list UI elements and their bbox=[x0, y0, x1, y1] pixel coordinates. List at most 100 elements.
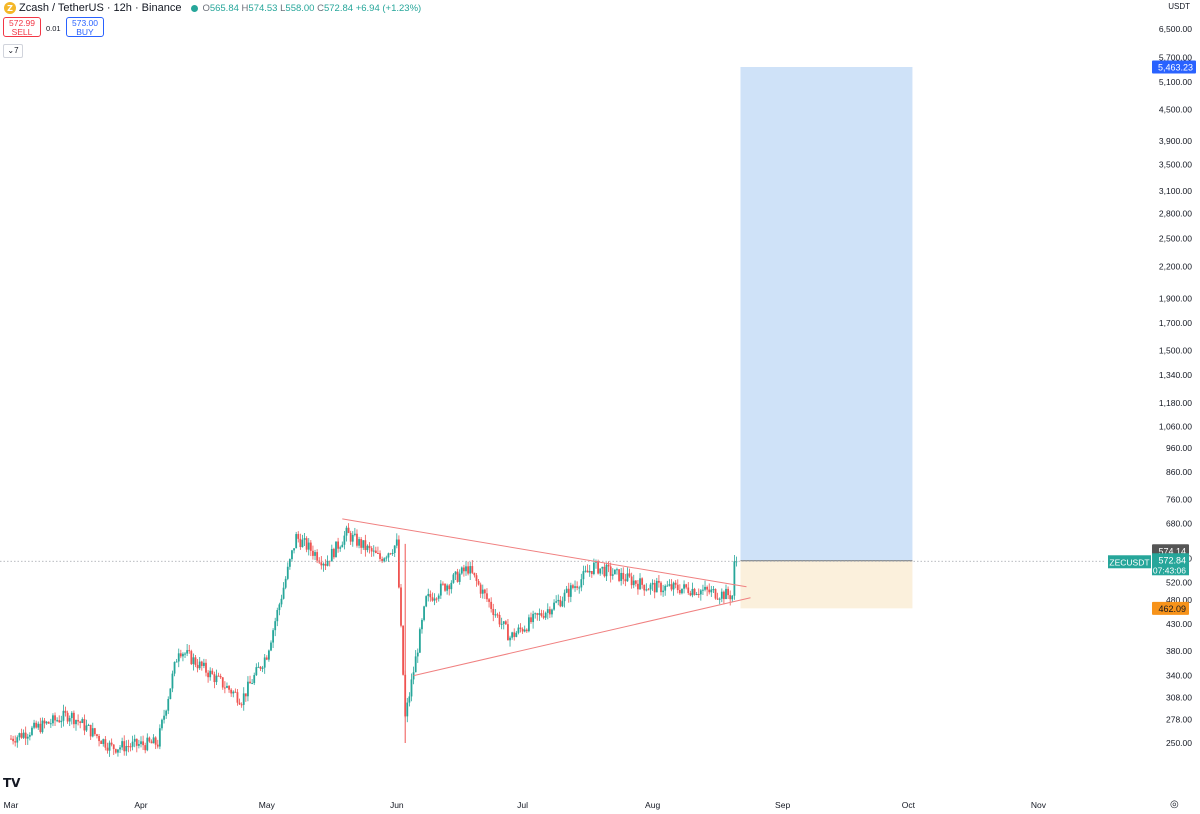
candle-body bbox=[238, 702, 241, 705]
candle-body bbox=[714, 589, 717, 599]
price-tick-label: 3,900.00 bbox=[1159, 136, 1192, 146]
candle-body bbox=[217, 675, 220, 677]
candle-body bbox=[676, 584, 679, 591]
candle-body bbox=[460, 567, 463, 574]
candle-body bbox=[613, 569, 616, 575]
candle-body bbox=[125, 746, 128, 752]
candle-body bbox=[278, 604, 281, 611]
candle-body bbox=[87, 724, 90, 726]
candle-body bbox=[624, 579, 627, 582]
candle-body bbox=[207, 672, 209, 678]
svg-text:462.09: 462.09 bbox=[1158, 604, 1186, 614]
symbol-tag-label[interactable]: ZECUSDT bbox=[1108, 555, 1151, 569]
candle-body bbox=[123, 741, 126, 752]
candle-body bbox=[586, 570, 589, 573]
candle-body bbox=[551, 609, 553, 615]
candle-body bbox=[708, 589, 711, 593]
target-zone[interactable] bbox=[740, 67, 913, 561]
triangle-upper-line[interactable] bbox=[342, 518, 747, 588]
candle-body bbox=[345, 527, 348, 536]
candle-body bbox=[377, 552, 379, 554]
symbol-header: Z Zcash / TetherUS · 12h · Binance O565.… bbox=[4, 1, 421, 15]
price-tick-label: 760.00 bbox=[1166, 494, 1192, 504]
sell-button[interactable]: 572.99 SELL bbox=[3, 17, 41, 37]
candle-body bbox=[569, 585, 572, 597]
settings-icon[interactable]: ◎ bbox=[1170, 799, 1179, 810]
candle-body bbox=[322, 563, 325, 566]
tradingview-logo-icon[interactable]: TV bbox=[3, 776, 21, 790]
candle-body bbox=[173, 662, 176, 674]
candle-body bbox=[154, 737, 157, 745]
candle-body bbox=[167, 698, 170, 711]
candle-body bbox=[131, 741, 134, 747]
candle-body bbox=[114, 749, 117, 753]
candle-body bbox=[458, 573, 461, 582]
candle-body bbox=[697, 594, 700, 596]
time-tick-label: Aug bbox=[645, 800, 660, 810]
candle-body bbox=[603, 566, 606, 577]
candle-body bbox=[666, 585, 669, 587]
triangle-lower-line[interactable] bbox=[413, 597, 751, 677]
candle-body bbox=[643, 584, 646, 591]
candle-body bbox=[81, 719, 84, 723]
candle-body bbox=[196, 664, 199, 669]
stop-price-label[interactable]: 462.09 bbox=[1152, 601, 1189, 615]
candle-body bbox=[647, 589, 650, 591]
candle-body bbox=[645, 589, 648, 591]
candle-body bbox=[33, 722, 35, 728]
candle-body bbox=[242, 693, 245, 705]
time-tick-label: Mar bbox=[4, 800, 19, 810]
candle-body bbox=[301, 539, 304, 548]
candle-body bbox=[456, 571, 459, 582]
candle-body bbox=[198, 661, 201, 669]
candle-body bbox=[299, 538, 302, 548]
candle-body bbox=[83, 719, 86, 731]
candle-body bbox=[431, 597, 434, 601]
candle-body bbox=[358, 539, 360, 546]
candle-body bbox=[368, 545, 371, 549]
target-price-label[interactable]: 5,463.23 bbox=[1152, 60, 1196, 74]
symbol-title[interactable]: Zcash / TetherUS · 12h · Binance bbox=[19, 2, 182, 14]
candle-body bbox=[203, 662, 205, 666]
candle-body bbox=[121, 741, 124, 748]
candle-body bbox=[528, 617, 530, 632]
indicators-toggle[interactable]: ⌄7 bbox=[3, 44, 23, 58]
candle-body bbox=[288, 559, 291, 567]
price-tick-label: 3,100.00 bbox=[1159, 186, 1192, 196]
candle-body bbox=[280, 598, 283, 605]
candle-body bbox=[56, 720, 59, 722]
candle-body bbox=[467, 566, 469, 574]
candle-body bbox=[307, 542, 310, 550]
candle-body bbox=[639, 578, 641, 590]
candle-body bbox=[200, 661, 203, 666]
price-tick-label: 1,700.00 bbox=[1159, 318, 1192, 328]
candle-body bbox=[727, 588, 729, 596]
time-tick-label: Apr bbox=[134, 800, 147, 810]
candle-body bbox=[500, 623, 503, 625]
candle-body bbox=[291, 550, 293, 560]
time-axis: Mar Apr May Jun Jul Aug Sep Oct Nov bbox=[4, 800, 1047, 810]
candle-body bbox=[660, 582, 662, 593]
price-tick-label: 3,500.00 bbox=[1159, 160, 1192, 170]
candle-body bbox=[651, 582, 654, 585]
candle-body bbox=[374, 550, 377, 553]
candle-body bbox=[117, 749, 119, 753]
candle-body bbox=[96, 734, 98, 736]
candle-body bbox=[599, 568, 602, 574]
candle-body bbox=[230, 689, 233, 694]
candle-body bbox=[548, 609, 551, 615]
candle-body bbox=[626, 573, 629, 582]
axis-currency[interactable]: USDT bbox=[1168, 2, 1190, 11]
candle-body bbox=[729, 595, 732, 600]
candle-body bbox=[253, 675, 256, 684]
stop-zone[interactable] bbox=[740, 560, 913, 609]
candle-body bbox=[366, 545, 369, 551]
candle-body bbox=[156, 744, 159, 747]
candle-body bbox=[597, 561, 599, 574]
candle-body bbox=[609, 566, 612, 576]
candle-body bbox=[637, 583, 639, 590]
candle-body bbox=[320, 562, 323, 566]
buy-button[interactable]: 573.00 BUY bbox=[66, 17, 104, 37]
